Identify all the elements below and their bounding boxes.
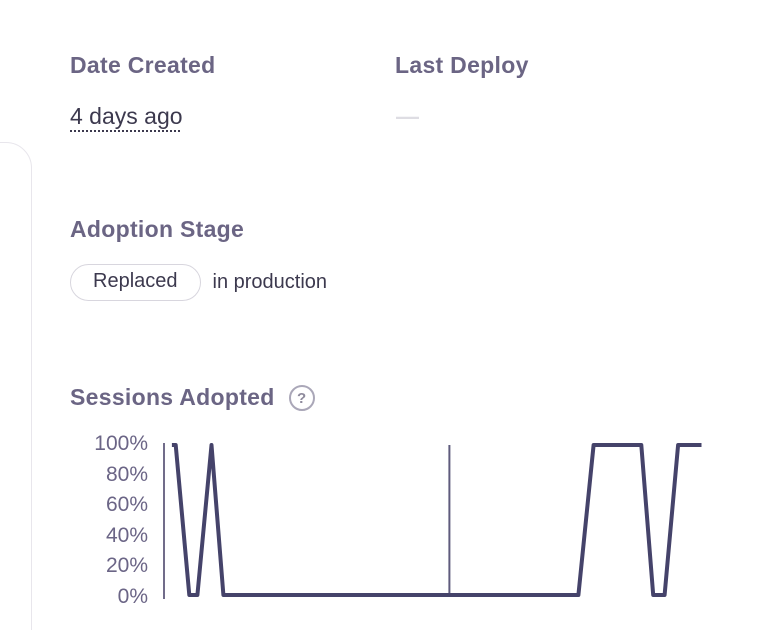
adoption-stage-note: in production [212,271,328,293]
sessions-adopted-line [171,443,702,597]
last-deploy-label: Last Deploy [395,52,529,78]
adjacent-card-border [0,142,32,630]
help-question-icon[interactable]: ? [288,385,315,411]
axis-tick-label: 20% [105,554,148,578]
axis-tick-label: 0% [117,584,148,608]
axis-tick-label: 40% [105,523,148,547]
adoption-stage-label: Adoption Stage [70,216,245,242]
sessions-adopted-header: Sessions Adopted ? [70,383,315,411]
sessions-chart-svg[interactable] [165,437,710,605]
chart-y-axis-line [163,443,165,599]
last-deploy-empty-dash: — [396,103,419,129]
date-created-label: Date Created [70,52,216,78]
adoption-stage-row: Replaced in production [70,264,327,301]
replaced-status-badge: Replaced [70,264,201,301]
sessions-adopted-label: Sessions Adopted [70,383,275,410]
axis-tick-label: 60% [105,493,148,517]
axis-tick-label: 100% [94,432,148,455]
axis-tick-label: 80% [105,462,148,486]
date-created-value[interactable]: 4 days ago [70,103,183,129]
chart-y-axis-tick-labels: 100% 80% 60% 40% 20% 0% [70,433,148,607]
